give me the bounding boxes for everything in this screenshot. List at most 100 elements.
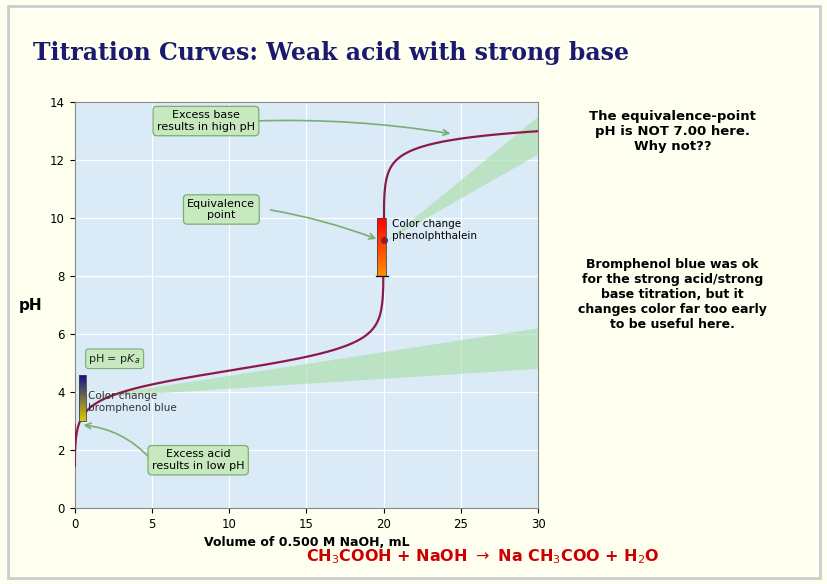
Bar <box>79 419 86 420</box>
Bar <box>377 252 385 253</box>
Bar <box>377 226 385 227</box>
Bar <box>79 417 86 418</box>
Bar <box>377 218 385 276</box>
Bar <box>377 229 385 230</box>
Text: Color change
phenolphthalein: Color change phenolphthalein <box>392 219 476 241</box>
Bar <box>377 225 385 226</box>
Bar <box>79 394 86 395</box>
Text: The equivalence-point
pH is NOT 7.00 here.
Why not??: The equivalence-point pH is NOT 7.00 her… <box>589 110 755 153</box>
Bar <box>377 265 385 266</box>
Bar <box>79 400 86 401</box>
Bar <box>79 402 86 404</box>
Text: Bromphenol blue was ok
for the strong acid/strong
base titration, but it
changes: Bromphenol blue was ok for the strong ac… <box>577 258 767 332</box>
Bar <box>377 245 385 246</box>
Polygon shape <box>86 328 538 398</box>
Bar <box>377 275 385 276</box>
Bar <box>377 224 385 225</box>
Bar <box>79 405 86 406</box>
Bar <box>377 249 385 250</box>
Bar <box>79 418 86 419</box>
Bar <box>79 409 86 411</box>
Bar <box>79 381 86 382</box>
Bar <box>79 377 86 378</box>
Bar <box>377 259 385 260</box>
Bar <box>377 262 385 263</box>
Y-axis label: pH: pH <box>18 298 42 312</box>
Bar <box>79 378 86 380</box>
Bar <box>377 269 385 270</box>
Bar <box>377 251 385 252</box>
Text: pH = p$K_a$: pH = p$K_a$ <box>88 352 141 366</box>
Bar <box>377 274 385 275</box>
Bar <box>377 242 385 244</box>
Bar <box>377 244 385 245</box>
Bar <box>377 253 385 254</box>
Bar <box>377 258 385 259</box>
Bar <box>377 256 385 257</box>
Bar <box>79 388 86 390</box>
Bar <box>377 231 385 232</box>
Bar <box>377 235 385 237</box>
Bar <box>377 221 385 222</box>
Bar <box>377 237 385 238</box>
Bar <box>79 384 86 385</box>
Bar <box>79 391 86 392</box>
Text: Titration Curves: Weak acid with strong base: Titration Curves: Weak acid with strong … <box>33 41 629 65</box>
Bar <box>377 254 385 255</box>
Bar <box>79 390 86 391</box>
Bar <box>377 260 385 262</box>
Bar <box>79 392 86 393</box>
Bar <box>377 219 385 220</box>
Bar <box>79 382 86 383</box>
Bar <box>79 411 86 412</box>
Bar <box>79 397 86 398</box>
Bar <box>377 246 385 247</box>
Bar <box>377 248 385 249</box>
Bar <box>79 395 86 397</box>
Bar <box>79 412 86 413</box>
Polygon shape <box>388 117 538 240</box>
Bar <box>79 399 86 400</box>
Bar <box>79 415 86 416</box>
Bar <box>377 228 385 229</box>
Bar <box>79 393 86 394</box>
Bar <box>377 270 385 272</box>
Bar <box>79 376 86 377</box>
Bar <box>79 416 86 417</box>
Bar <box>377 247 385 248</box>
Bar <box>377 257 385 258</box>
Bar <box>377 255 385 256</box>
Bar <box>79 407 86 408</box>
Bar <box>79 375 86 421</box>
Bar <box>377 227 385 228</box>
X-axis label: Volume of 0.500 M NaOH, mL: Volume of 0.500 M NaOH, mL <box>203 536 409 550</box>
Bar <box>377 222 385 223</box>
Bar <box>79 408 86 409</box>
Bar <box>377 239 385 241</box>
Bar <box>79 420 86 421</box>
Bar <box>377 263 385 265</box>
Bar <box>377 232 385 234</box>
Bar <box>79 383 86 384</box>
Bar <box>79 404 86 405</box>
Bar <box>79 385 86 387</box>
Bar <box>377 273 385 274</box>
Bar <box>377 266 385 267</box>
Bar <box>79 413 86 414</box>
Bar <box>79 375 86 376</box>
Text: Equivalence
point: Equivalence point <box>187 199 255 220</box>
Bar <box>79 387 86 388</box>
Bar <box>79 380 86 381</box>
Text: Excess acid
results in low pH: Excess acid results in low pH <box>151 450 244 471</box>
Text: Excess base
results in high pH: Excess base results in high pH <box>156 110 255 132</box>
Bar <box>377 234 385 235</box>
Bar <box>79 401 86 402</box>
Bar <box>377 250 385 251</box>
Bar <box>377 223 385 224</box>
Bar <box>377 238 385 239</box>
Bar <box>377 272 385 273</box>
Bar <box>377 218 385 219</box>
Bar <box>79 414 86 415</box>
Text: CH$_3$COOH + NaOH $\rightarrow$ Na CH$_3$COO + H$_2$O: CH$_3$COOH + NaOH $\rightarrow$ Na CH$_3… <box>306 548 659 566</box>
Bar <box>377 241 385 242</box>
